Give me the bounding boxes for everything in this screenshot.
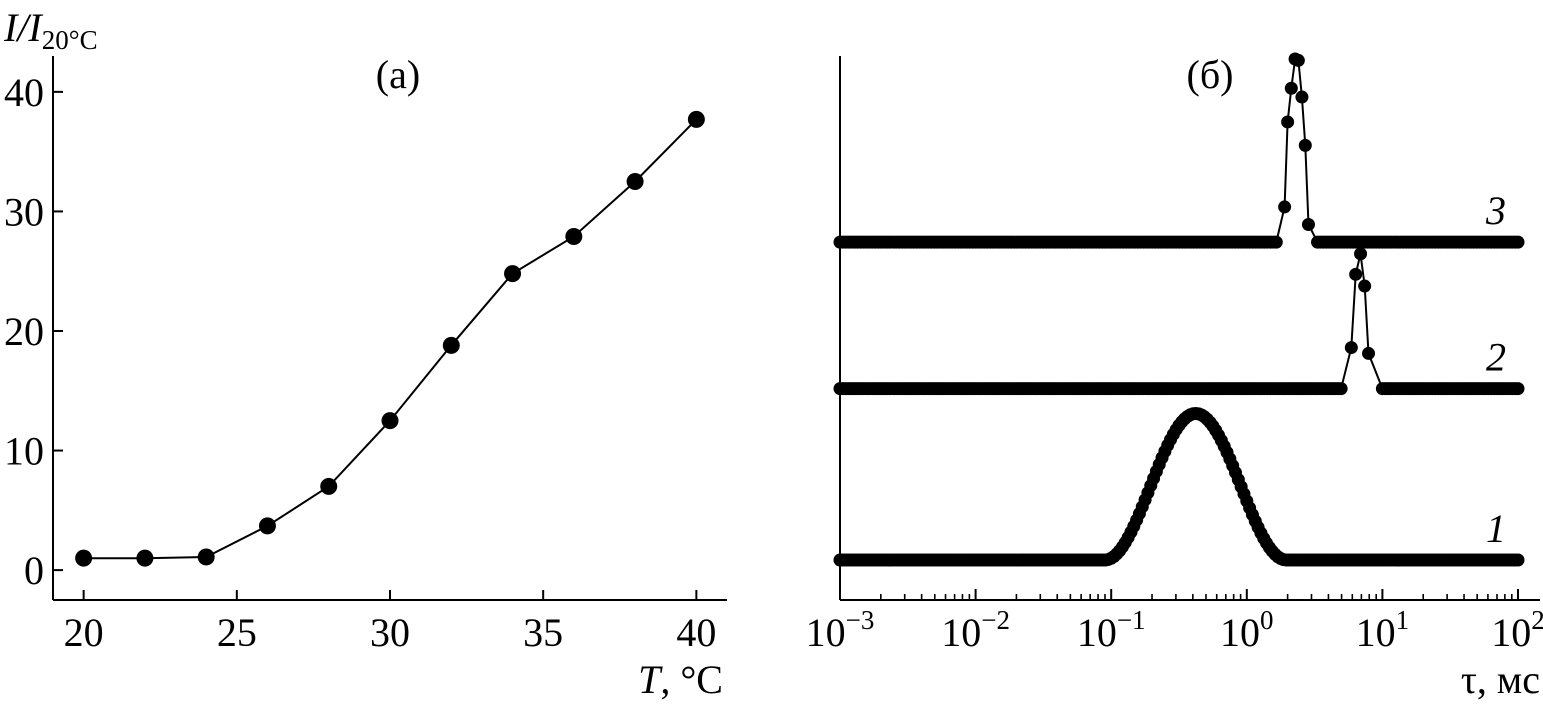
panel-a-x-tick-label: 30 [370,610,410,655]
panel-a-data-point [136,549,154,567]
panel-b-data-point [1511,235,1525,249]
panel-a-data-point [381,412,399,430]
panel-b-data-point [1511,382,1525,396]
panel-a-y-label: I/I20°C [3,5,98,55]
panel-b-series-line [840,57,1518,244]
panel-b-data-point [1334,382,1348,396]
panel-b-x-tick-label: 10−1 [1077,605,1146,655]
panel-b-series-line [840,253,1518,390]
panel-b-data-point [1354,247,1368,261]
panel-a-x-tick-label: 40 [676,610,716,655]
panel-a-y-tick-label: 10 [4,429,44,474]
panel-a-x-tick-label: 25 [217,610,257,655]
panel-a-y-tick-label: 40 [4,70,44,115]
panel-b-data-point [1362,346,1376,360]
panel-b-data-point [1284,81,1298,95]
panel-b-x-tick-label: 102 [1491,605,1543,655]
panel-b-series-3: 3 [833,52,1525,249]
panel-b-x-tick-label: 100 [1220,605,1274,655]
panel-b-series-2: 2 [833,247,1525,396]
panel-a-data-point [75,549,93,567]
panel-a-data-point [565,228,583,246]
panel-a-x-tick-label: 20 [64,610,104,655]
panel-a: 20 25 30 35 40 0 10 20 30 40 (а) I/I20°C T, °C [3,5,727,702]
panel-b-series-label: 3 [1485,188,1506,233]
panel-a-data-point [258,517,276,535]
panel-a-y-tick-label: 30 [4,189,44,234]
panel-b-data-point [1278,200,1292,214]
panel-a-data-point [687,110,705,128]
panel-b-data-point [1349,267,1363,281]
panel-a-y-tick-label: 20 [4,309,44,354]
panel-b-series-1: 1 [833,407,1525,567]
panel-a-data-point [504,265,522,283]
panel-b-data-point [1301,218,1315,232]
panel-b-data-point [1281,115,1295,129]
panel-b-x-tick-label: 10−3 [806,605,875,655]
panel-b-x-tick-label: 10−2 [941,605,1010,655]
panel-a-data-point [320,477,338,495]
panel-b-data-point [1511,553,1525,567]
panel-b-x-tick-label: 101 [1356,605,1410,655]
panel-b-data-point [1269,235,1283,249]
panel-b-data-point [1295,90,1309,104]
panel-a-data-point [626,173,644,191]
panel-b-data-point [1358,279,1372,293]
panel-a-label: (а) [376,52,420,97]
panel-a-y-label-subscript: 20°C [42,25,98,55]
panel-a-series-line [83,118,698,560]
panel-b-series-label: 1 [1486,506,1506,551]
panel-b-data-point [1291,53,1305,67]
panel-b: 10−3 10−2 10−1 100 101 102 (б) τ, мс 1 2 3 [806,52,1543,702]
panel-a-x-tick-label: 35 [523,610,563,655]
panel-a-data-point [442,336,460,354]
panel-b-data-point [1298,138,1312,152]
panel-a-data-point [197,548,215,566]
panel-b-label: (б) [1187,52,1234,97]
panel-b-x-label: τ, мс [1461,657,1540,702]
panel-a-x-label: T, °C [638,657,723,702]
panel-b-series-label: 2 [1486,335,1506,380]
panel-b-data-point [1344,341,1358,355]
panel-a-y-tick-label: 0 [24,548,44,593]
